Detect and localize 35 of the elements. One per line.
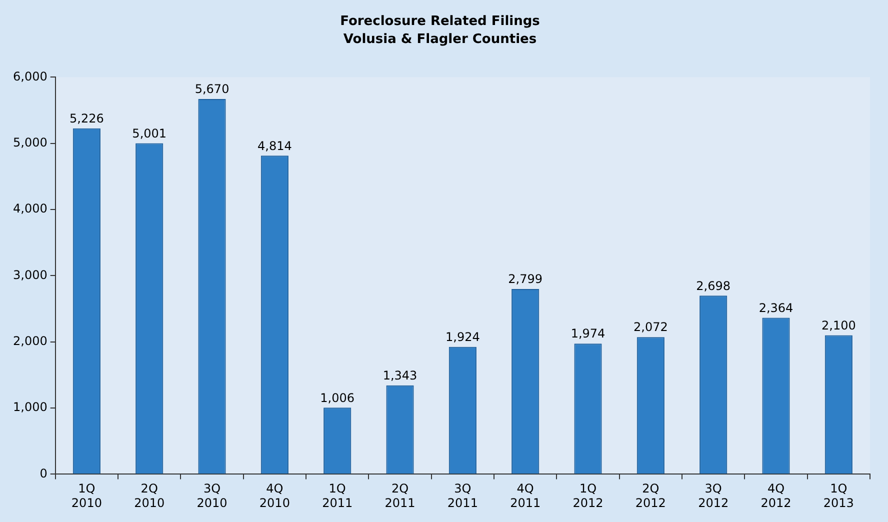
data-label: 1,924 — [445, 330, 480, 344]
x-tick-label: 3Q 2012 — [698, 482, 729, 510]
x-tick-label: 3Q 2011 — [447, 482, 478, 510]
data-label: 2,799 — [508, 272, 543, 286]
chart-subtitle: Volusia & Flagler Counties — [343, 32, 537, 47]
x-tick-label: 1Q 2012 — [572, 482, 604, 510]
data-label: 2,364 — [758, 300, 794, 315]
data-label: 2,698 — [696, 278, 731, 293]
y-tick-label: 1,000 — [12, 400, 48, 414]
x-tick-label: 1Q 2013 — [823, 482, 854, 510]
y-tick-label: 3,000 — [12, 268, 48, 282]
data-label: 5,001 — [132, 126, 167, 140]
y-tick-label: 2,000 — [12, 334, 48, 348]
x-tick-label: 4Q 2012 — [760, 482, 792, 510]
data-label: 1,006 — [320, 390, 355, 405]
data-label: 2,072 — [633, 320, 668, 334]
data-label: 5,670 — [194, 82, 230, 96]
chart-title: Foreclosure Related Filings — [340, 14, 540, 30]
data-label: 1,974 — [570, 326, 606, 341]
data-label: 1,343 — [382, 368, 418, 382]
x-tick-label: 4Q 2011 — [510, 482, 541, 510]
y-tick-label: 4,000 — [12, 202, 48, 216]
data-label: 2,100 — [821, 318, 856, 332]
x-tick-label: 1Q 2011 — [322, 482, 353, 510]
data-label: 4,814 — [258, 138, 292, 153]
x-tick-label: 3Q 2010 — [196, 482, 228, 510]
x-tick-label: 2Q 2011 — [384, 482, 416, 510]
x-tick-label: 2Q 2012 — [635, 482, 666, 510]
y-tick-label: 5,000 — [12, 135, 48, 150]
data-label: 5,226 — [70, 112, 104, 126]
x-tick-label: 1Q 2010 — [71, 482, 102, 510]
x-tick-label: 4Q 2010 — [259, 482, 290, 510]
x-tick-label: 2Q 2010 — [134, 482, 165, 510]
y-tick-label: 6,000 — [12, 69, 48, 84]
y-tick-label: 0 — [40, 466, 48, 480]
